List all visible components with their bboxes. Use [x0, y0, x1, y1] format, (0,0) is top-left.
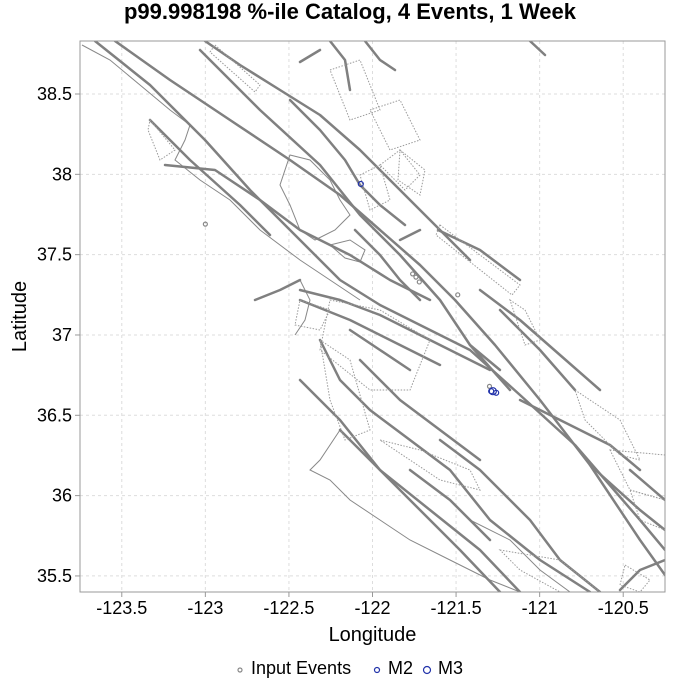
fault-zone: [294, 299, 331, 331]
fault-trace: [468, 343, 502, 372]
legend-marker: [422, 665, 432, 675]
fault-zone: [359, 164, 391, 211]
x-tick-label: -123.5: [96, 598, 147, 618]
event-marker: [410, 271, 416, 277]
x-tick-label: -120.5: [598, 598, 649, 618]
fault-zone: [147, 118, 176, 161]
y-axis-label: Latitude: [9, 281, 31, 352]
coastline: [81, 44, 571, 592]
fault-trace: [528, 41, 547, 57]
fault-trace: [288, 98, 407, 227]
legend-label: M3: [438, 658, 463, 678]
fault-trace: [113, 41, 665, 577]
event-marker: [488, 387, 497, 396]
fault-trace: [198, 48, 512, 392]
grid-lines: [80, 41, 665, 592]
fault-trace: [348, 328, 412, 372]
fault-trace: [618, 558, 665, 592]
fault-trace: [203, 41, 472, 262]
fault-trace: [478, 288, 602, 392]
legend-label: Input Events: [251, 658, 351, 678]
fault-trace: [436, 228, 522, 282]
event-marker: [455, 292, 461, 298]
coastline-segment: [294, 279, 311, 336]
fault-trace: [518, 398, 642, 472]
fault-trace: [438, 438, 602, 592]
y-tick-label: 38: [52, 164, 72, 184]
legend-label: M2: [388, 658, 413, 678]
x-tick-label: -121: [522, 598, 558, 618]
fault-zone: [629, 489, 665, 531]
fault-zone: [379, 149, 421, 191]
fault-trace: [398, 228, 422, 242]
fault-zone: [435, 224, 521, 296]
fault-zone: [574, 388, 641, 461]
fault-zone: [609, 449, 665, 501]
event-marker: [357, 180, 364, 188]
fault-zone: [319, 299, 431, 391]
y-tick-label: 37.5: [37, 245, 72, 265]
event-marker: [416, 279, 422, 285]
x-tick-label: -121.5: [431, 598, 482, 618]
fault-zone: [498, 549, 601, 592]
coastline-segment: [309, 429, 521, 592]
fault-traces: [93, 41, 665, 592]
fault-zone: [209, 44, 261, 93]
coastline-segment: [469, 519, 571, 592]
fault-zone: [397, 149, 426, 196]
y-tick-label: 38.5: [37, 84, 72, 104]
y-tick-label: 36: [52, 486, 72, 506]
fault-trace: [363, 41, 397, 72]
chart-title: p99.998198 %-ile Catalog, 4 Events, 1 We…: [123, 0, 577, 24]
x-axis-label: Longitude: [329, 624, 417, 646]
fault-trace: [328, 41, 352, 92]
event-marker: [486, 383, 493, 389]
fault-zone: [319, 338, 371, 441]
event-markers: [202, 180, 500, 396]
fault-trace: [298, 298, 442, 367]
y-axis-ticks: 35.5 36 36.5 37 37.5 38 38.5: [37, 84, 80, 586]
y-tick-label: 37: [52, 325, 72, 345]
event-marker: [202, 221, 208, 227]
fault-trace: [408, 468, 492, 542]
x-tick-label: -123: [187, 598, 223, 618]
fault-trace: [628, 468, 665, 502]
fault-trace: [498, 308, 577, 392]
fault-zone: [369, 99, 421, 151]
y-tick-label: 35.5: [37, 566, 72, 586]
fault-trace: [253, 278, 302, 302]
fault-zone: [379, 439, 481, 491]
coastline-segment: [279, 154, 351, 241]
fault-trace: [318, 338, 592, 592]
fault-zone: [619, 564, 651, 592]
legend-marker: [237, 667, 243, 673]
x-axis-ticks: -123.5 -123 -122.5 -122 -121.5 -121 -120.5: [96, 592, 649, 618]
legend-marker: [373, 666, 381, 674]
coastline-segment: [328, 239, 366, 263]
coastline-segment: [81, 44, 361, 301]
fault-zone: [329, 59, 381, 121]
fault-trace: [358, 358, 482, 462]
fault-trace: [298, 48, 322, 64]
x-tick-label: -122: [354, 598, 390, 618]
fault-trace: [148, 118, 272, 237]
fault-trace: [163, 163, 432, 302]
legend: Input Events M2 M3: [237, 658, 463, 678]
fault-trace: [298, 378, 502, 592]
fault-trace: [353, 228, 422, 302]
x-tick-label: -122.5: [263, 598, 314, 618]
fault-zone: [509, 298, 541, 346]
fault-trace: [338, 428, 522, 592]
y-tick-label: 36.5: [37, 405, 72, 425]
fault-trace: [588, 463, 665, 532]
event-marker: [413, 274, 419, 280]
fault-trace: [298, 288, 492, 372]
